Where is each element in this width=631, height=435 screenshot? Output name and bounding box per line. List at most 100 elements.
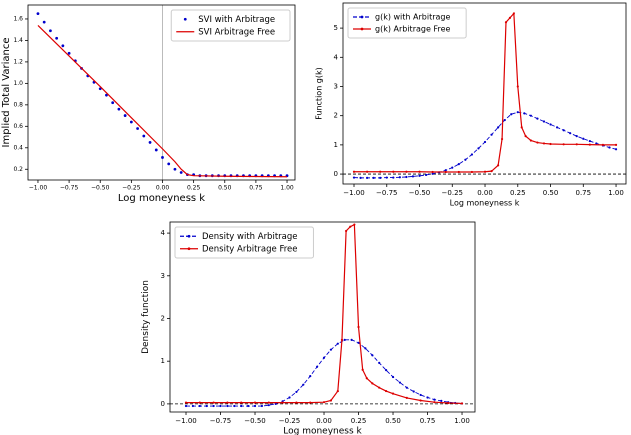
data-point (392, 170, 395, 173)
data-point (67, 51, 71, 55)
data-point (366, 176, 369, 179)
data-point (212, 401, 215, 404)
data-point (379, 176, 382, 179)
data-point (457, 163, 460, 166)
x-tick-label: 0.75 (420, 417, 436, 425)
plot-area (343, 12, 626, 179)
data-point (536, 141, 539, 144)
data-point (226, 404, 229, 408)
data-point (61, 44, 65, 48)
data-point (520, 126, 523, 129)
data-point (247, 404, 250, 408)
x-tick-label: −1.00 (343, 189, 364, 197)
data-point (288, 396, 291, 399)
data-point (154, 148, 158, 152)
data-point (49, 29, 52, 33)
data-point (614, 148, 618, 151)
y-tick-label: 0 (161, 400, 165, 408)
y-tick-label: 1.4 (13, 37, 23, 44)
data-point (497, 126, 500, 129)
data-point (405, 175, 408, 179)
data-point (601, 143, 605, 146)
data-point (510, 113, 513, 116)
data-point (588, 143, 591, 146)
data-point (457, 170, 460, 174)
data-point (385, 176, 388, 179)
x-tick-label: −0.50 (244, 417, 265, 425)
data-point (205, 404, 208, 408)
data-point (233, 404, 236, 408)
data-point (405, 386, 408, 389)
data-point (490, 170, 493, 173)
data-point (309, 375, 312, 378)
data-point (392, 176, 395, 179)
y-tick-label: 1.0 (13, 80, 23, 87)
data-point (161, 156, 164, 159)
data-point (366, 170, 369, 173)
y-tick-label: 4 (161, 229, 166, 237)
data-point (191, 404, 195, 408)
data-point (343, 338, 346, 341)
data-point (329, 348, 333, 351)
data-point (398, 381, 402, 384)
data-point (504, 21, 508, 24)
data-point (529, 139, 532, 142)
legend-label: SVI Arbitrage Free (198, 27, 275, 37)
legend-marker (183, 17, 187, 21)
axes-frame (27, 4, 296, 181)
data-point (549, 142, 552, 146)
legend-label: g(k) Arbitrage Free (375, 25, 450, 34)
x-tick-label: 0.25 (187, 185, 201, 192)
data-point (167, 162, 171, 166)
data-point (451, 166, 454, 169)
subplot: −1.00 −0.75 −0.50 −0.25 0.00 0.25 0.50 0.75 1.00… (1, 4, 296, 204)
y-tick-label: 1.6 (13, 15, 23, 22)
data-point (219, 404, 222, 408)
data-point (336, 389, 339, 393)
y-tick-label: 3 (161, 272, 165, 280)
y-tick-label: 2 (161, 314, 165, 322)
legend-label: SVI with Arbitrage (198, 15, 275, 25)
y-tick-label: 0.6 (13, 123, 23, 130)
data-point (588, 139, 591, 143)
data-point (595, 142, 598, 145)
data-point (253, 401, 257, 404)
data-point (322, 401, 326, 404)
data-point (336, 342, 339, 345)
y-tick-label: 0.4 (13, 144, 23, 151)
data-point (117, 107, 121, 111)
x-tick-label: −0.50 (409, 189, 430, 197)
data-point (418, 174, 421, 177)
series-line (186, 339, 463, 407)
legend-label: Density with Arbitrage (202, 232, 297, 242)
data-point (424, 173, 428, 177)
data-point (405, 396, 408, 400)
data-point (226, 401, 229, 404)
legend-label: g(k) with Arbitrage (375, 13, 450, 22)
y-tick-label: 1 (334, 141, 338, 149)
x-tick-label: 0.50 (218, 185, 232, 192)
x-tick-label: 0.75 (575, 189, 591, 197)
data-point (575, 135, 578, 138)
y-tick-label: 5 (334, 24, 338, 32)
data-point (198, 401, 201, 404)
data-point (562, 129, 565, 132)
data-point (357, 341, 360, 344)
x-tick-label: 1.00 (454, 417, 470, 425)
x-tick-label: −1.00 (29, 185, 48, 192)
data-point (212, 404, 215, 408)
x-tick-label: −0.25 (279, 417, 300, 425)
data-point (385, 389, 388, 393)
data-point (497, 164, 500, 167)
data-point (575, 143, 578, 146)
data-point (240, 401, 243, 404)
data-point (302, 383, 305, 386)
data-point (111, 101, 115, 105)
data-point (433, 401, 436, 404)
y-axis-label: Implied Total Variance (1, 37, 12, 147)
x-tick-label: −0.25 (122, 185, 141, 192)
data-point (357, 325, 360, 329)
data-point (349, 225, 352, 228)
data-point (426, 396, 429, 399)
subplot: −1.00 −0.75 −0.50 −0.25 0.00 0.25 0.50 0.75 1.00… (315, 2, 627, 208)
